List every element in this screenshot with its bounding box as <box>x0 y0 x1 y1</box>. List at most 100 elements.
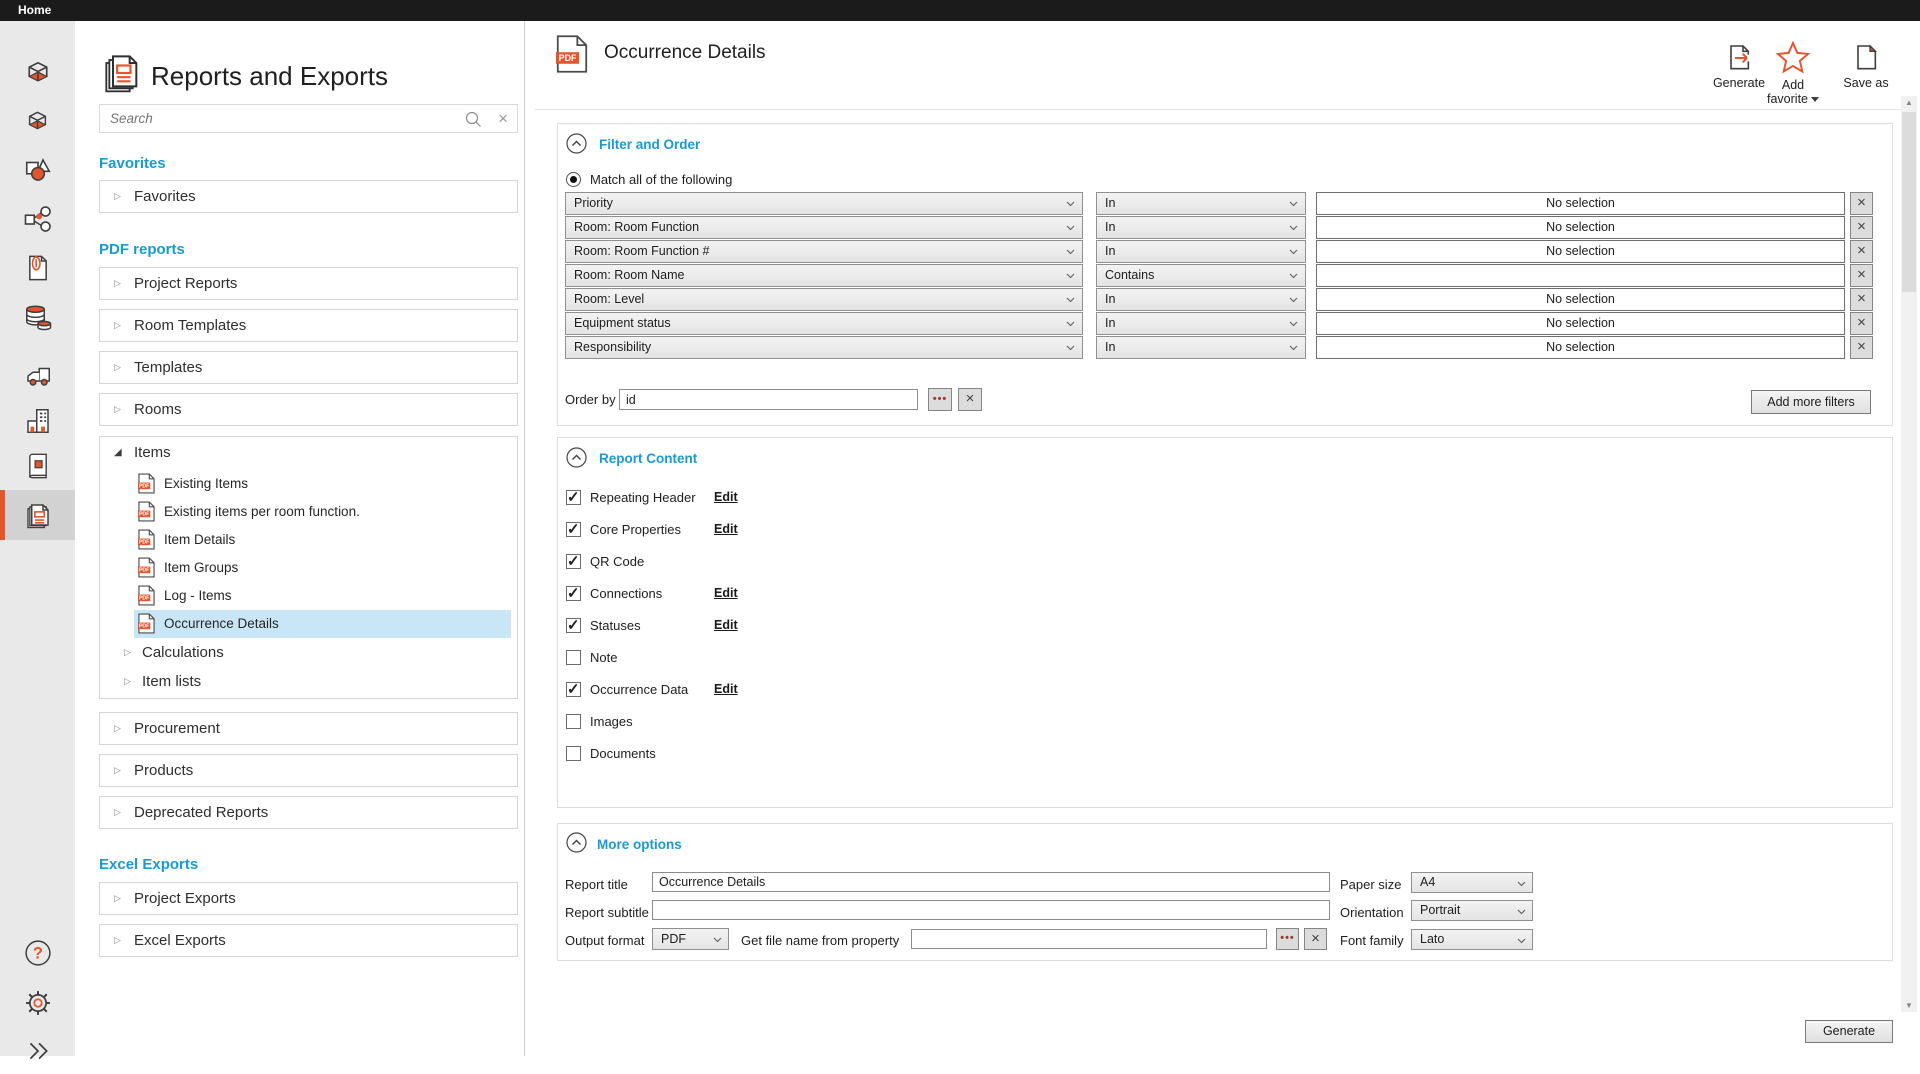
core-properties-checkbox[interactable] <box>566 520 581 538</box>
sidebar-item-room-templates[interactable]: ▷ Room Templates <box>99 309 518 342</box>
sidebar-item-deprecated-reports[interactable]: ▷ Deprecated Reports <box>99 796 518 829</box>
filter-operator-select[interactable]: In <box>1096 216 1306 239</box>
filter-property-select[interactable]: Room: Level <box>565 288 1083 311</box>
home-tab[interactable]: Home <box>18 3 52 17</box>
file-name-clear-button[interactable]: × <box>1304 928 1327 950</box>
sidebar-item-calculations[interactable]: ▷ Calculations <box>100 639 517 667</box>
orientation-select[interactable]: Portrait <box>1411 900 1533 921</box>
rail-expand-icon[interactable] <box>0 1028 75 1074</box>
documents-checkbox[interactable] <box>566 746 581 761</box>
collapse-section-icon[interactable] <box>566 447 587 468</box>
generate-button[interactable]: Generate <box>1805 1020 1893 1043</box>
filter-property-select[interactable]: Room: Room Function # <box>565 240 1083 263</box>
filter-operator-select[interactable]: In <box>1096 240 1306 263</box>
sidebar-item-rooms[interactable]: ▷ Rooms <box>99 393 518 426</box>
file-name-property-input[interactable] <box>911 929 1267 949</box>
report-title-input[interactable] <box>652 872 1330 892</box>
remove-filter-button[interactable]: × <box>1850 192 1873 215</box>
expander-icon[interactable]: ▷ <box>124 676 131 686</box>
rail-room-templates-icon[interactable] <box>0 99 75 145</box>
rail-reports-icon[interactable] <box>0 490 75 540</box>
report-item-existing-items[interactable]: PDF Existing Items <box>100 470 517 498</box>
images-checkbox[interactable] <box>566 714 581 729</box>
vertical-scrollbar[interactable]: ▲ ▼ <box>1901 96 1917 1012</box>
filter-operator-select[interactable]: In <box>1096 312 1306 335</box>
rail-connections-icon[interactable] <box>0 196 75 242</box>
rail-catalog-icon[interactable] <box>0 443 75 489</box>
sidebar-item-project-reports[interactable]: ▷ Project Reports <box>99 267 518 300</box>
expander-icon[interactable]: ▷ <box>114 723 121 733</box>
paper-size-select[interactable]: A4 <box>1411 872 1533 893</box>
generate-toolbar-button[interactable]: Generate <box>1706 42 1772 90</box>
filter-property-select[interactable]: Responsibility <box>565 336 1083 359</box>
edit-link[interactable]: Edit <box>714 682 738 696</box>
report-item-item-groups[interactable]: PDF Item Groups <box>100 554 517 582</box>
filter-value-field[interactable]: No selection <box>1316 336 1845 359</box>
rail-attachments-icon[interactable] <box>0 245 75 291</box>
rail-rooms-icon[interactable] <box>0 51 75 97</box>
edit-link[interactable]: Edit <box>714 522 738 536</box>
expander-icon[interactable]: ▷ <box>114 765 121 775</box>
search-clear-icon[interactable]: × <box>498 109 508 128</box>
remove-filter-button[interactable]: × <box>1850 216 1873 239</box>
search-icon[interactable] <box>464 110 483 129</box>
statuses-checkbox[interactable] <box>566 616 581 634</box>
filter-value-field[interactable] <box>1316 264 1845 287</box>
match-all-radio[interactable] <box>566 172 581 187</box>
filter-property-select[interactable]: Priority <box>565 192 1083 215</box>
filter-operator-select[interactable]: In <box>1096 336 1306 359</box>
filter-property-select[interactable]: Equipment status <box>565 312 1083 335</box>
filter-value-field[interactable]: No selection <box>1316 312 1845 335</box>
report-subtitle-input[interactable] <box>652 900 1330 920</box>
sidebar-item-item-lists[interactable]: ▷ Item lists <box>100 668 517 696</box>
rail-settings-icon[interactable] <box>0 980 75 1026</box>
search-input[interactable] <box>100 105 460 132</box>
qr-code-checkbox[interactable] <box>566 552 581 570</box>
rail-products-icon[interactable] <box>0 147 75 193</box>
filter-property-select[interactable]: Room: Room Function <box>565 216 1083 239</box>
sidebar-item-procurement[interactable]: ▷ Procurement <box>99 712 518 745</box>
order-by-input[interactable] <box>619 389 918 410</box>
expander-icon[interactable]: ▷ <box>114 278 121 288</box>
scroll-down-icon[interactable]: ▼ <box>1905 1001 1913 1010</box>
sidebar-item-items[interactable]: ◢ Items <box>100 437 517 470</box>
filter-value-field[interactable]: No selection <box>1316 288 1845 311</box>
filter-value-field[interactable]: No selection <box>1316 192 1845 215</box>
expander-icon[interactable]: ▷ <box>114 807 121 817</box>
report-item-existing-items-per-room-function[interactable]: PDF Existing items per room function. <box>100 498 517 526</box>
order-by-browse-button[interactable]: ••• <box>928 388 952 411</box>
scroll-up-icon[interactable]: ▲ <box>1905 98 1913 107</box>
edit-link[interactable]: Edit <box>714 586 738 600</box>
sidebar-item-templates[interactable]: ▷ Templates <box>99 351 518 384</box>
filter-operator-select[interactable]: Contains <box>1096 264 1306 287</box>
remove-filter-button[interactable]: × <box>1850 264 1873 287</box>
add-more-filters-button[interactable]: Add more filters <box>1751 390 1871 414</box>
expander-icon[interactable]: ▷ <box>114 893 121 903</box>
repeating-header-checkbox[interactable] <box>566 488 581 506</box>
connections-checkbox[interactable] <box>566 584 581 602</box>
occurrence-data-checkbox[interactable] <box>566 680 581 698</box>
rail-transport-icon[interactable] <box>0 353 75 399</box>
save-as-toolbar-button[interactable]: Save as <box>1836 42 1896 90</box>
report-item-item-details[interactable]: PDF Item Details <box>100 526 517 554</box>
expander-expanded-icon[interactable]: ◢ <box>114 447 122 458</box>
expander-icon[interactable]: ▷ <box>114 404 121 414</box>
sidebar-item-project-exports[interactable]: ▷ Project Exports <box>99 882 518 915</box>
expander-icon[interactable]: ▷ <box>124 647 131 657</box>
filter-operator-select[interactable]: In <box>1096 192 1306 215</box>
report-item-log-items[interactable]: PDF Log - Items <box>100 582 517 610</box>
expander-icon[interactable]: ▷ <box>114 320 121 330</box>
expander-icon[interactable]: ▷ <box>114 362 121 372</box>
report-item-occurrence-details-selected[interactable]: PDF Occurrence Details <box>100 610 517 638</box>
remove-filter-button[interactable]: × <box>1850 240 1873 263</box>
collapse-section-icon[interactable] <box>566 133 587 154</box>
filter-operator-select[interactable]: In <box>1096 288 1306 311</box>
filter-property-select[interactable]: Room: Room Name <box>565 264 1083 287</box>
order-by-clear-button[interactable]: × <box>958 388 982 411</box>
expander-icon[interactable]: ▷ <box>114 935 121 945</box>
rail-data-icon[interactable] <box>0 295 75 341</box>
remove-filter-button[interactable]: × <box>1850 312 1873 335</box>
font-family-select[interactable]: Lato <box>1411 929 1533 950</box>
collapse-section-icon[interactable] <box>566 832 587 853</box>
file-name-browse-button[interactable]: ••• <box>1276 928 1299 950</box>
